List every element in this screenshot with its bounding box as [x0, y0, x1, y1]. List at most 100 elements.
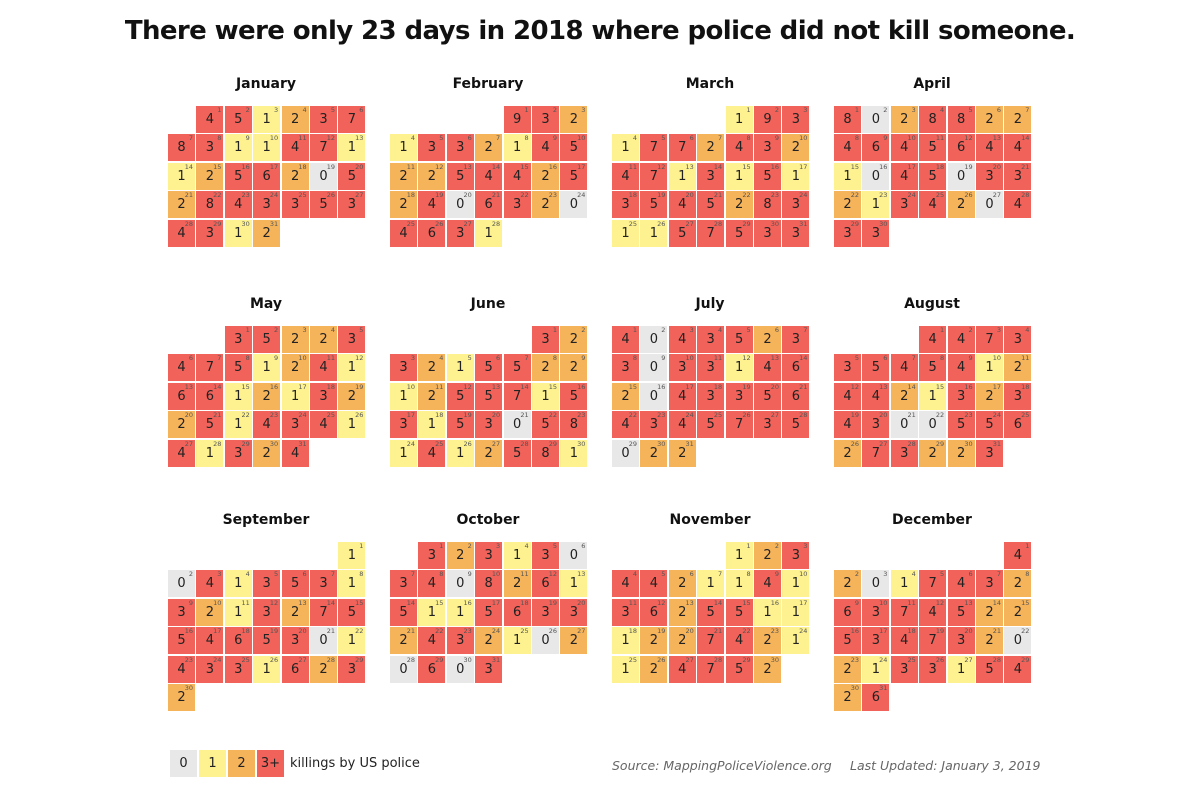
day-cell: 2 20 — [668, 627, 696, 655]
day-number: 14 — [184, 162, 193, 171]
day-number: 13 — [355, 134, 364, 143]
day-number: 4 — [302, 106, 307, 114]
killing-count: 5 — [791, 417, 801, 433]
day-number: 15 — [435, 598, 444, 607]
killing-count: 4 — [621, 332, 630, 347]
killing-count: 1 — [791, 633, 801, 649]
day-cell: 2 14 — [890, 382, 918, 410]
killing-count: 5 — [290, 576, 300, 592]
day-number: 28 — [992, 655, 1001, 664]
day-cell: 7 11 — [890, 598, 918, 626]
legend-swatch-1: 1 — [199, 750, 226, 777]
day-cell: 6 17 — [253, 162, 281, 190]
day-cell: 1 16 — [754, 598, 781, 626]
day-number: 10 — [879, 598, 888, 607]
killing-count: 3 — [427, 548, 437, 563]
day-cell: 3 11 — [612, 598, 639, 626]
day-cell: 1 12 — [725, 354, 753, 382]
day-cell: 6 12 — [532, 570, 559, 598]
killing-count: 3 — [205, 140, 215, 156]
day-cell: 1 17 — [782, 598, 810, 626]
day-number: 29 — [742, 655, 751, 664]
day-number: 16 — [850, 627, 859, 636]
killing-count: 3 — [871, 225, 881, 241]
killing-count: 2 — [262, 445, 271, 461]
month-name: February — [452, 76, 524, 92]
day-number: 5 — [439, 134, 444, 143]
killing-count: 5 — [319, 197, 328, 213]
killing-count: 3 — [763, 225, 772, 241]
day-cell: 1 13 — [560, 570, 588, 598]
killing-count: 7 — [205, 360, 215, 376]
day-cell: 4 19 — [834, 411, 861, 439]
killing-count: 3 — [956, 388, 966, 404]
day-number: 17 — [799, 162, 808, 171]
day-cell: 3 19 — [532, 598, 559, 626]
day-cell: 1 16 — [446, 598, 474, 626]
killing-count: 3 — [985, 576, 994, 592]
killing-count: 4 — [319, 360, 328, 376]
day-number: 29 — [628, 439, 637, 448]
killing-count: 2 — [205, 168, 215, 184]
killing-count: 4 — [427, 197, 437, 213]
day-number: 9 — [581, 354, 586, 363]
day-number: 6 — [996, 106, 1001, 114]
killing-count: 4 — [484, 168, 493, 184]
killing-count: 0 — [512, 417, 522, 433]
killing-count: 5 — [456, 388, 465, 404]
day-number: 26 — [935, 655, 945, 664]
killing-count: 5 — [541, 417, 550, 433]
day-cell: 1 10 — [976, 354, 1003, 382]
day-number: 22 — [935, 411, 945, 420]
day-cell: 2 10 — [782, 134, 810, 162]
day-number: 17 — [799, 598, 808, 607]
day-number: 5 — [661, 570, 666, 579]
day-number: 1 — [746, 106, 751, 114]
killing-count: 6 — [234, 633, 243, 649]
killing-count: 7 — [985, 332, 994, 347]
day-number: 11 — [520, 570, 529, 579]
killing-count: 3 — [900, 197, 909, 213]
month-name: April — [913, 76, 951, 92]
day-cell: 6 31 — [862, 684, 890, 711]
day-cell: 6 26 — [418, 219, 446, 247]
killing-count: 4 — [177, 445, 186, 461]
killing-count: 5 — [177, 633, 186, 649]
killing-count: 7 — [319, 604, 328, 620]
killing-count: 3 — [569, 604, 579, 620]
day-number: 22 — [1021, 627, 1030, 636]
killing-count: 7 — [678, 140, 687, 156]
day-number: 4 — [632, 570, 637, 579]
day-cell: 1 17 — [782, 162, 810, 190]
killing-count: 3 — [456, 225, 465, 241]
day-number: 3 — [496, 542, 501, 550]
day-number: 6 — [467, 134, 472, 143]
day-number: 17 — [685, 382, 694, 391]
day-number: 10 — [213, 598, 222, 607]
day-number: 12 — [742, 354, 751, 363]
day-cell: 0 16 — [862, 162, 890, 190]
day-number: 22 — [355, 627, 364, 636]
killing-count: 3 — [678, 360, 687, 376]
day-number: 23 — [770, 191, 779, 200]
day-cell: 4 15 — [503, 162, 531, 190]
killing-count: 6 — [791, 360, 801, 376]
day-number: 31 — [992, 439, 1001, 448]
day-cell: 5 13 — [947, 598, 975, 626]
day-cell: 5 28 — [782, 411, 810, 439]
killing-count: 1 — [456, 360, 465, 376]
day-cell: 1 28 — [196, 439, 224, 467]
day-number: 11 — [1021, 354, 1030, 363]
day-number: 30 — [184, 684, 193, 692]
killing-count: 3 — [541, 112, 550, 127]
day-cell: 4 13 — [976, 134, 1003, 162]
day-cell: 0 16 — [640, 382, 668, 410]
